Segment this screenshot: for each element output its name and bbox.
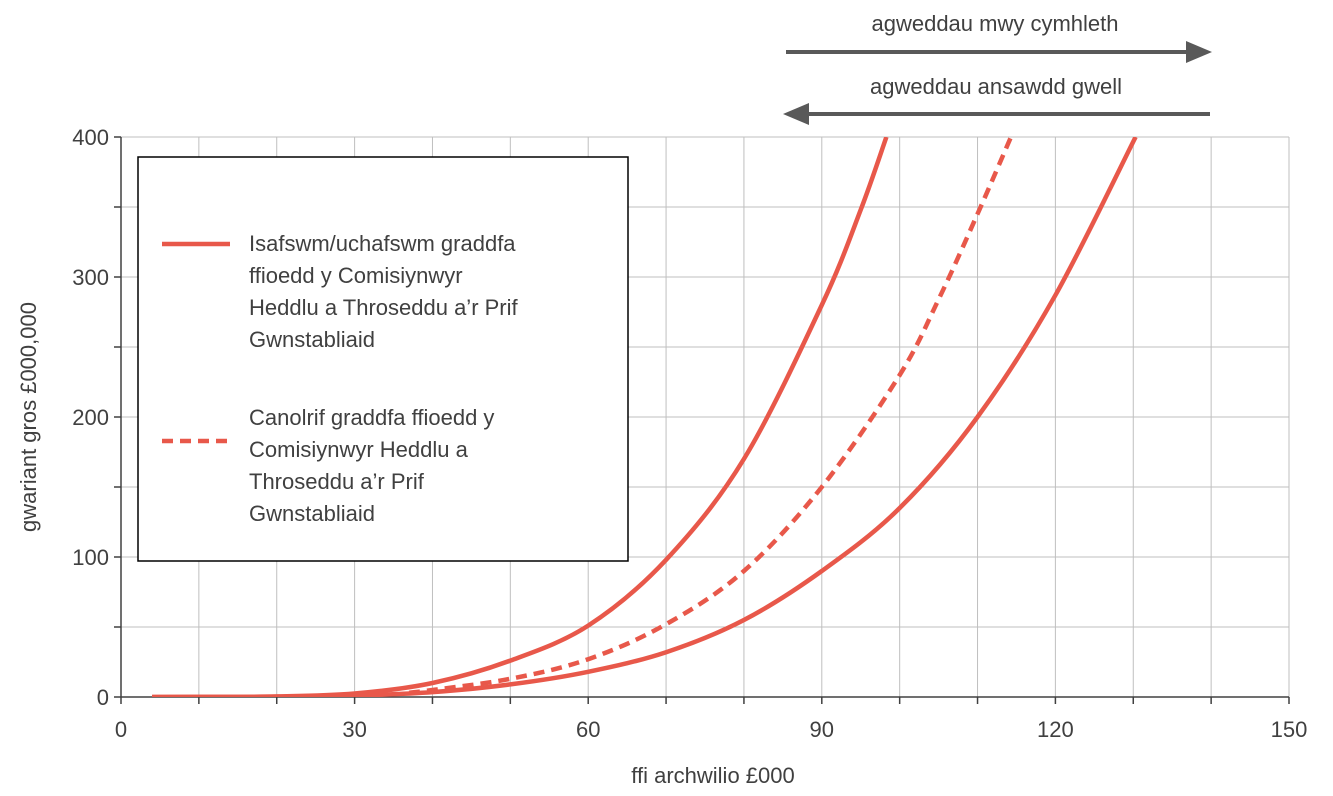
legend-label-solid: Isafswm/uchafswm graddfa ffioedd y Comis… — [249, 231, 524, 352]
tick-labels: 0 30 60 90 120 150 0 100 200 300 400 — [72, 125, 1307, 742]
arrow-left-head — [783, 103, 809, 125]
arrow-right-head — [1186, 41, 1212, 63]
series-line-2 — [408, 137, 1014, 696]
y-tick-label: 400 — [72, 125, 109, 150]
legend-label-solid-line-1: Isafswm/uchafswm graddfa — [249, 231, 516, 256]
y-tick-label: 300 — [72, 265, 109, 290]
legend-label-dashed-line-1: Canolrif graddfa ffioedd y — [249, 405, 494, 430]
y-tick-label: 100 — [72, 545, 109, 570]
annotation-more-complex: agweddau mwy cymhleth — [786, 11, 1212, 63]
annotation-better-quality: agweddau ansawdd gwell — [783, 74, 1210, 125]
legend-label-dashed-line-2: Comisiynwyr Heddlu a — [249, 437, 469, 462]
x-tick-label: 90 — [810, 717, 834, 742]
series-group — [152, 137, 1138, 697]
series-line-3 — [152, 137, 1138, 697]
y-tick-label: 0 — [97, 685, 109, 710]
legend-box — [137, 156, 629, 562]
x-tick-label: 30 — [342, 717, 366, 742]
x-tick-label: 60 — [576, 717, 600, 742]
x-axis-title: ffi archwilio £000 — [631, 763, 794, 788]
legend-label-dashed-line-3: Throseddu a’r Prif — [249, 469, 425, 494]
legend-label-solid-line-4: Gwnstabliaid — [249, 327, 375, 352]
x-tick-label: 120 — [1037, 717, 1074, 742]
x-tick-label: 0 — [115, 717, 127, 742]
annotation-text-right: agweddau mwy cymhleth — [871, 11, 1118, 36]
legend-label-solid-line-2: ffioedd y Comisiynwyr — [249, 263, 463, 288]
legend: Isafswm/uchafswm graddfa ffioedd y Comis… — [137, 156, 629, 562]
x-tick-label: 150 — [1271, 717, 1308, 742]
y-axis-title: gwariant gros £000,000 — [16, 302, 41, 532]
legend-label-solid-line-3: Heddlu a Throseddu a’r Prif — [249, 295, 519, 320]
y-tick-label: 200 — [72, 405, 109, 430]
legend-label-dashed: Canolrif graddfa ffioedd y Comisiynwyr H… — [249, 405, 501, 526]
annotation-text-left: agweddau ansawdd gwell — [870, 74, 1122, 99]
legend-label-dashed-line-4: Gwnstabliaid — [249, 501, 375, 526]
